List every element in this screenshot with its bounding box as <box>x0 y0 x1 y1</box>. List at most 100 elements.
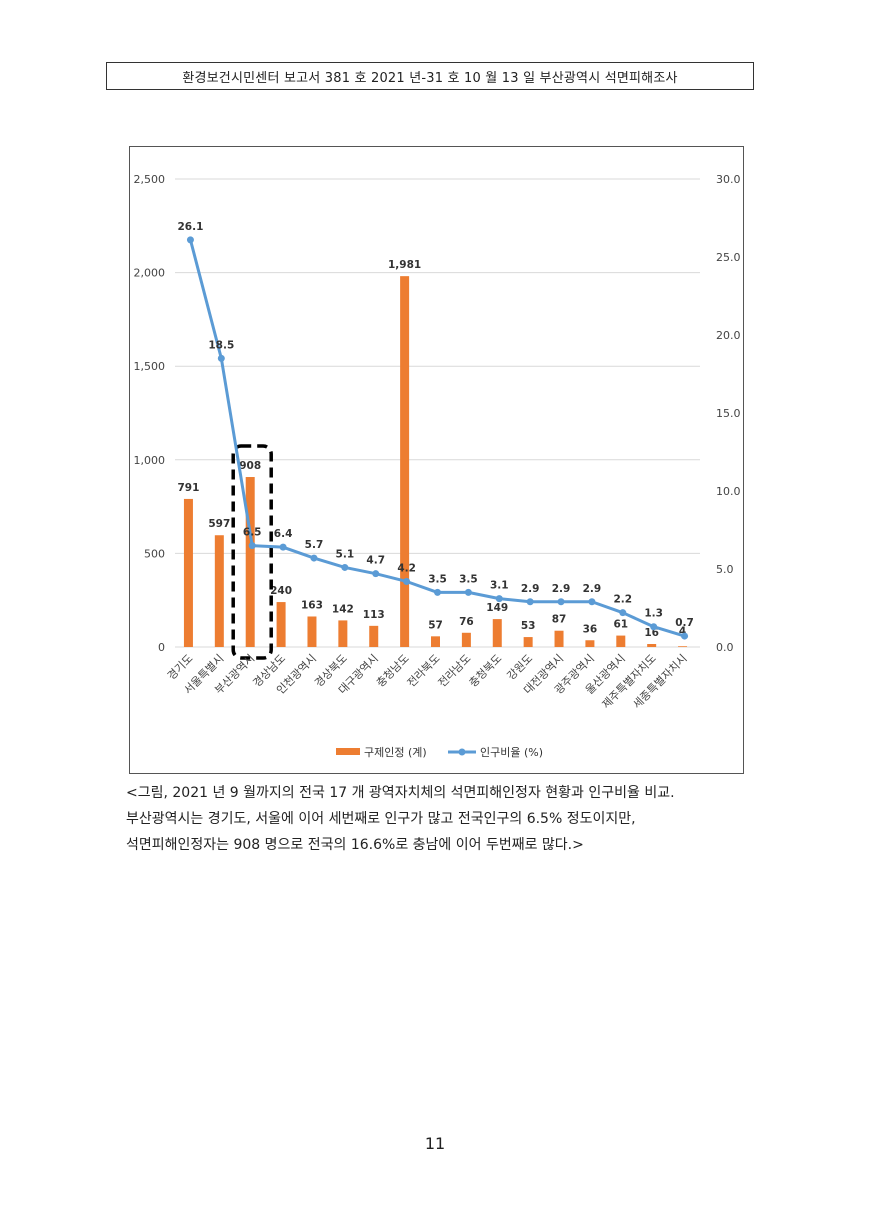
highlight-box <box>231 444 273 660</box>
category-label: 충청북도 <box>467 652 505 690</box>
y-tick-label: 500 <box>144 547 165 560</box>
category-label: 세종특별자치시 <box>630 652 689 711</box>
bar-value-label: 61 <box>613 619 628 631</box>
bar <box>554 630 564 647</box>
caption-line: 석면피해인정자는 908 명으로 전국의 16.6%로 충남에 이어 두번째로 … <box>126 837 584 853</box>
y2-tick-label: 25.0 <box>716 251 741 264</box>
report-header: 환경보건시민센터 보고서 381 호 2021 년-31 호 10 월 13 일… <box>106 62 754 90</box>
bar <box>523 637 533 647</box>
line-value-label: 3.5 <box>459 573 478 585</box>
bar <box>369 625 379 647</box>
bar-value-label: 113 <box>363 609 385 621</box>
line-value-label: 6.4 <box>274 528 293 540</box>
bar <box>307 616 317 647</box>
y-tick-label: 2,500 <box>134 173 166 186</box>
caption-line: 부산광역시는 경기도, 서울에 이어 세번째로 인구가 많고 전국인구의 6.5… <box>126 811 636 827</box>
y2-tick-label: 30.0 <box>716 173 741 186</box>
bar <box>276 602 286 647</box>
page-number: 11 <box>424 1134 446 1153</box>
line-marker <box>557 598 565 606</box>
bar-value-label: 76 <box>459 616 474 628</box>
line-marker <box>403 577 411 585</box>
bar <box>647 644 657 647</box>
bar <box>431 636 440 647</box>
line-marker <box>279 543 287 551</box>
bar <box>461 632 471 647</box>
line-value-label: 5.7 <box>305 539 324 551</box>
line-value-label: 2.2 <box>613 594 632 606</box>
line-value-label: 26.1 <box>177 221 203 233</box>
line-marker <box>186 236 194 244</box>
line-marker <box>248 542 256 550</box>
y2-tick-label: 5.0 <box>716 563 734 576</box>
chart-frame: 0 500 1,000 1,500 2,000 2,500 0.0 5.0 10.0 15.0 20… <box>129 146 744 774</box>
bar-value-label: 57 <box>428 619 443 631</box>
line-marker <box>588 598 596 606</box>
line-value-label: 2.9 <box>552 583 571 595</box>
line-marker <box>526 598 534 606</box>
line-value-label: 4.2 <box>397 562 416 574</box>
bar-value-label: 53 <box>521 620 536 632</box>
figure-caption: <그림, 2021 년 9 월까지의 전국 17 개 광역자치체의 석면피해인정… <box>126 780 748 858</box>
bar-value-label: 597 <box>208 518 230 530</box>
line-value-label: 3.5 <box>428 573 447 585</box>
legend-bar-swatch <box>336 748 360 755</box>
line-marker <box>464 588 472 596</box>
category-label: 전라북도 <box>405 652 443 690</box>
bar <box>678 646 688 647</box>
line-marker <box>310 554 318 562</box>
line-value-label: 4.7 <box>366 555 385 567</box>
line-value-label: 6.5 <box>243 527 262 539</box>
bar-value-label: 36 <box>583 623 598 635</box>
y2-tick-label: 20.0 <box>716 329 741 342</box>
line-marker <box>650 623 658 631</box>
category-label: 충청남도 <box>374 652 412 690</box>
bar-value-label: 240 <box>270 585 292 597</box>
line-marker <box>217 354 225 362</box>
bar-value-label: 791 <box>177 482 199 494</box>
bar <box>400 276 410 647</box>
bar-value-label: 149 <box>486 602 508 614</box>
bar-value-label: 1,981 <box>388 259 421 271</box>
caption-line: <그림, 2021 년 9 월까지의 전국 17 개 광역자치체의 석면피해인정… <box>126 785 675 801</box>
y-tick-label: 1,000 <box>134 454 166 467</box>
legend-line-label: 인구비율 (%) <box>480 746 543 759</box>
bar <box>338 620 348 647</box>
line-value-label: 5.1 <box>336 548 355 560</box>
y-tick-label: 0 <box>158 641 165 654</box>
bar-value-label: 163 <box>301 599 323 611</box>
line-marker <box>681 632 689 640</box>
line-value-label: 18.5 <box>208 339 234 351</box>
y-tick-label: 1,500 <box>134 360 166 373</box>
line-value-label: 2.9 <box>521 583 540 595</box>
bar <box>183 498 193 647</box>
legend-line-marker <box>458 748 466 756</box>
bar-value-label: 87 <box>552 614 567 626</box>
legend-bar-label: 구제인정 (계) <box>364 746 427 759</box>
y2-tick-label: 0.0 <box>716 641 734 654</box>
line-marker <box>619 609 627 617</box>
line-value-label: 3.1 <box>490 580 509 592</box>
y-tick-label: 2,000 <box>134 267 166 280</box>
bar-value-label: 16 <box>644 627 659 639</box>
line-value-label: 2.9 <box>583 583 602 595</box>
combo-chart: 0 500 1,000 1,500 2,000 2,500 0.0 5.0 10.0 15.0 20… <box>134 173 741 759</box>
bar <box>214 535 224 647</box>
line-value-label: 1.3 <box>644 608 663 620</box>
category-label: 전라남도 <box>436 652 474 690</box>
line-value-label: 0.7 <box>675 617 694 629</box>
line-marker <box>372 570 380 578</box>
line-marker <box>495 595 503 603</box>
bar <box>616 635 626 647</box>
bar <box>245 477 255 647</box>
line-marker <box>341 563 349 571</box>
y2-tick-label: 15.0 <box>716 407 741 420</box>
bar-value-label: 4 <box>679 625 686 637</box>
bar <box>585 640 595 647</box>
bar <box>492 619 502 647</box>
bar-value-label: 908 <box>239 460 261 472</box>
report-header-text: 환경보건시민센터 보고서 381 호 2021 년-31 호 10 월 13 일… <box>182 70 678 86</box>
y2-tick-label: 10.0 <box>716 485 741 498</box>
bar-value-label: 142 <box>332 603 354 615</box>
line-marker <box>434 588 441 596</box>
